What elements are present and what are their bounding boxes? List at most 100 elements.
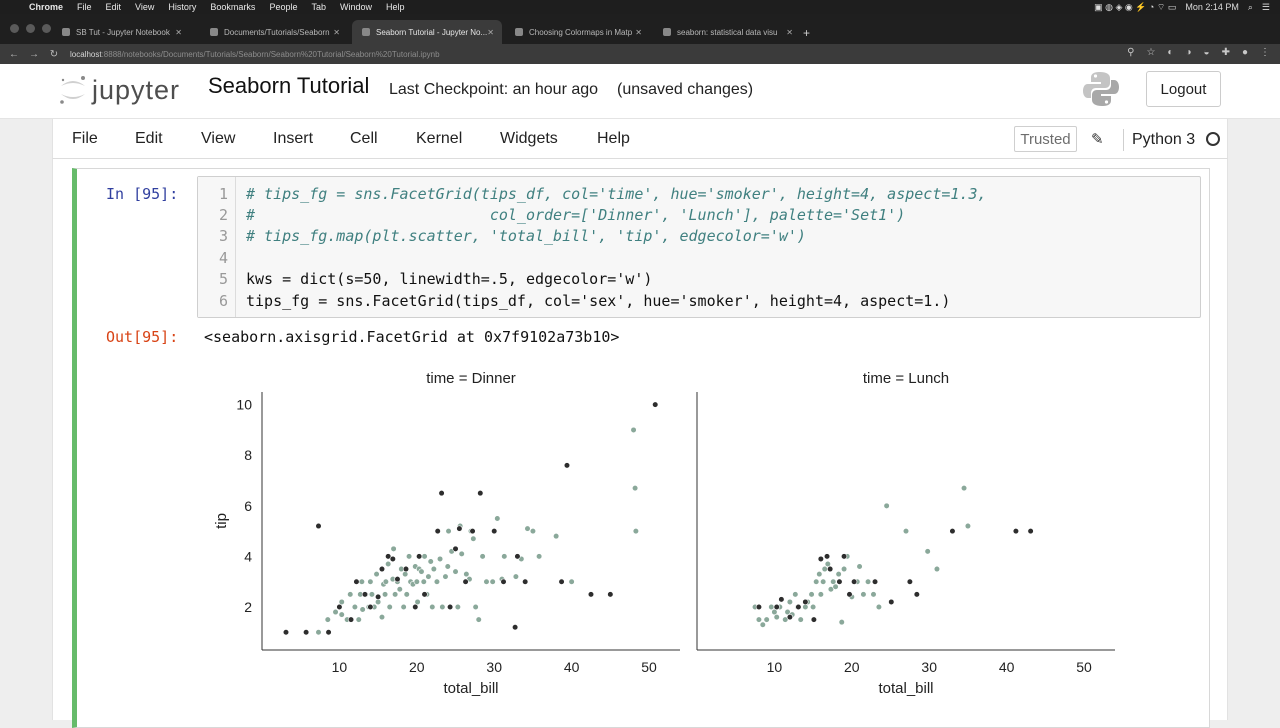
jupyter-logo[interactable]: jupyter xyxy=(58,74,180,106)
scatter-point xyxy=(353,578,360,585)
status-icons[interactable]: ▣ ◍ ◈ ◉ ⚡ ◔ ⌔ ▭ xyxy=(1094,1,1177,12)
scatter-point xyxy=(838,619,845,626)
tab-seaborn-tutorial[interactable]: Seaborn Tutorial - Jupyter No... ✕ xyxy=(352,20,502,44)
zoom-icon[interactable]: ⚲ xyxy=(1127,47,1135,58)
scatter-point xyxy=(875,603,883,611)
menu-people[interactable]: People xyxy=(269,2,298,12)
extension-icon[interactable]: ◐ xyxy=(1167,47,1174,58)
scatter-point xyxy=(361,591,369,598)
scatter-point xyxy=(795,603,802,611)
menu-edit[interactable]: Edit xyxy=(105,2,122,12)
close-icon[interactable]: ✕ xyxy=(175,27,182,37)
scatter-point xyxy=(960,485,968,492)
scatter-point xyxy=(587,591,595,598)
url-field[interactable]: localhost:8888/notebooks/Documents/Tutor… xyxy=(70,50,970,59)
extension-icon[interactable]: ◑ xyxy=(1185,47,1192,58)
output-repr: <seaborn.axisgrid.FacetGrid at 0x7f9102a… xyxy=(204,328,620,346)
macos-menu-bar: Chrome File Edit View History Bookmarks … xyxy=(0,0,1280,14)
scatter-point xyxy=(856,563,863,570)
forward-icon[interactable]: → xyxy=(29,48,39,60)
new-tab-icon[interactable]: + xyxy=(803,26,811,40)
tab-seaborn-docs[interactable]: seaborn: statistical data visu ✕ xyxy=(653,20,801,44)
scatter-point xyxy=(338,611,345,618)
scatter-point xyxy=(412,603,419,611)
menu-item-view[interactable]: View xyxy=(201,130,236,147)
scatter-point xyxy=(463,571,470,578)
menu-item-kernel[interactable]: Kernel xyxy=(416,130,463,147)
scatter-point xyxy=(888,598,895,606)
menu-item-help[interactable]: Help xyxy=(597,130,630,147)
menu-help[interactable]: Help xyxy=(386,2,405,12)
scatter-point xyxy=(786,598,793,606)
list-icon[interactable]: ☰ xyxy=(1261,1,1270,12)
scatter-point xyxy=(479,553,486,560)
code-editor[interactable]: 1 2 3 4 5 6 # tips_fg = sns.FacetGrid(ti… xyxy=(197,176,1201,318)
tab-documents[interactable]: Documents/Tutorials/Seaborn ✕ xyxy=(200,20,348,44)
scatter-point xyxy=(755,603,763,611)
profile-icon[interactable]: ● xyxy=(1241,47,1248,58)
extension-icon[interactable]: ◒ xyxy=(1203,47,1210,58)
seaborn-favicon-icon xyxy=(663,28,671,36)
menu-item-insert[interactable]: Insert xyxy=(273,130,314,147)
menu-bookmarks[interactable]: Bookmarks xyxy=(210,2,256,12)
browser-tab-bar: SB Tut - Jupyter Notebook ✕ Documents/Tut… xyxy=(0,14,1280,44)
edit-pencil-icon[interactable]: ✎ xyxy=(1091,131,1104,148)
menu-view[interactable]: View xyxy=(135,2,155,12)
reload-icon[interactable]: ↻ xyxy=(49,48,59,60)
menu-app-chrome[interactable]: Chrome xyxy=(29,2,64,12)
search-icon[interactable]: ⌕ xyxy=(1247,1,1253,12)
menu-file[interactable]: File xyxy=(77,2,92,12)
window-controls[interactable] xyxy=(10,24,51,33)
puzzle-icon[interactable]: ✚ xyxy=(1221,47,1230,58)
menu-item-widgets[interactable]: Widgets xyxy=(500,130,558,147)
menu-tab[interactable]: Tab xyxy=(311,2,326,12)
scatter-point xyxy=(336,603,343,611)
scatter-point xyxy=(816,571,823,578)
clock[interactable]: Mon 2:14 PM xyxy=(1185,2,1239,12)
scatter-point xyxy=(303,629,310,636)
line-number: 4 xyxy=(218,249,228,267)
back-icon[interactable]: ← xyxy=(9,48,19,60)
scatter-point xyxy=(786,614,793,621)
scatter-point xyxy=(367,578,374,585)
scatter-point xyxy=(871,578,879,585)
scatter-point xyxy=(860,591,867,598)
scatter-point xyxy=(444,563,451,570)
scatter-point xyxy=(883,502,890,509)
logout-button[interactable]: Logout xyxy=(1146,71,1221,107)
x-tick-label: 10 xyxy=(332,659,348,675)
close-icon[interactable]: ✕ xyxy=(786,27,793,37)
kernel-idle-indicator-icon xyxy=(1206,132,1220,146)
scatter-point xyxy=(652,401,659,408)
scatter-point xyxy=(385,553,392,560)
close-icon[interactable]: ✕ xyxy=(635,27,642,37)
y-tick-label: 10 xyxy=(236,397,252,413)
notebook-title[interactable]: Seaborn Tutorial xyxy=(208,73,370,98)
scatter-point xyxy=(325,629,332,636)
scatter-point xyxy=(442,573,449,580)
menu-item-file[interactable]: File xyxy=(72,130,98,147)
kernel-name[interactable]: Python 3 xyxy=(1123,129,1195,151)
more-icon[interactable]: ⋮ xyxy=(1260,47,1270,58)
scatter-point xyxy=(763,616,770,623)
tab-sb-tut[interactable]: SB Tut - Jupyter Notebook ✕ xyxy=(52,20,190,44)
scatter-point xyxy=(315,522,322,530)
scatter-point xyxy=(494,515,501,522)
scatter-point xyxy=(421,591,428,598)
menu-history[interactable]: History xyxy=(168,2,197,12)
scatter-point xyxy=(386,603,393,611)
scatter-point xyxy=(452,545,459,552)
scatter-point xyxy=(824,560,831,568)
menu-window[interactable]: Window xyxy=(339,2,372,12)
scatter-point xyxy=(400,603,407,611)
scatter-point xyxy=(568,578,575,585)
scatter-point xyxy=(456,525,463,532)
url-host: localhost xyxy=(70,49,102,59)
close-icon[interactable]: ✕ xyxy=(333,27,340,37)
menu-item-cell[interactable]: Cell xyxy=(350,130,378,147)
bookmark-star-icon[interactable]: ☆ xyxy=(1146,47,1156,58)
trusted-indicator[interactable]: Trusted xyxy=(1014,126,1077,152)
close-icon[interactable]: ✕ xyxy=(487,27,494,37)
menu-item-edit[interactable]: Edit xyxy=(135,130,163,147)
tab-colormaps[interactable]: Choosing Colormaps in Matp ✕ xyxy=(505,20,650,44)
